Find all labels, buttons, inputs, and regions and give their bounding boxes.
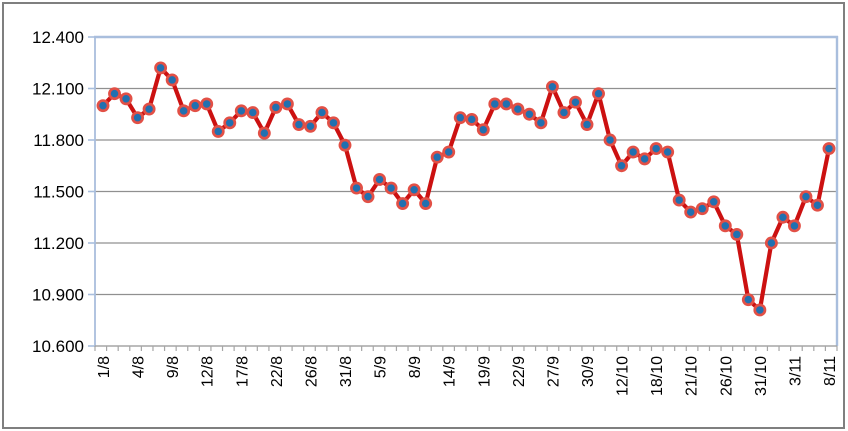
data-point-marker — [707, 195, 721, 209]
data-point-marker — [384, 181, 398, 195]
data-point-marker — [753, 303, 767, 317]
data-point-marker — [580, 118, 594, 132]
data-point-marker — [154, 61, 168, 75]
data-point-marker — [165, 73, 179, 87]
data-point-marker — [592, 87, 605, 101]
x-axis-tick-label: 27/9 — [545, 356, 562, 387]
data-point-marker — [764, 236, 778, 250]
x-axis-tick-label: 26/10 — [718, 356, 735, 396]
x-axis-tick-label: 26/8 — [303, 356, 320, 387]
data-point-marker — [534, 116, 548, 130]
x-axis-tick-label: 22/9 — [511, 356, 528, 387]
data-point-marker — [511, 102, 525, 116]
y-axis-tick-label: 11.500 — [33, 183, 84, 202]
data-point-marker — [396, 197, 410, 210]
data-point-marker — [200, 97, 214, 111]
data-point-marker — [223, 116, 237, 130]
y-axis-tick-label: 10.600 — [32, 337, 84, 356]
data-point-marker — [280, 97, 294, 111]
x-axis-tick-label: 3/11 — [787, 356, 804, 386]
data-point-marker — [787, 219, 801, 233]
y-axis-tick-label: 10.900 — [32, 286, 84, 305]
x-axis-tick-label: 14/9 — [442, 356, 459, 387]
data-point-marker — [638, 152, 652, 166]
x-axis-tick-label: 22/8 — [269, 356, 286, 387]
x-axis-tick-label: 31/10 — [753, 356, 770, 396]
data-point-marker — [327, 116, 340, 130]
data-point-marker — [799, 190, 813, 204]
data-point-marker — [811, 198, 824, 212]
data-point-marker — [108, 87, 121, 101]
data-point-marker — [488, 97, 502, 111]
data-point-marker — [499, 97, 513, 111]
x-axis-tick-label: 9/8 — [165, 356, 182, 378]
data-point-marker — [672, 193, 686, 207]
x-axis-tick-label: 12/8 — [200, 356, 217, 387]
data-point-marker — [615, 159, 629, 173]
data-point-marker — [96, 99, 110, 113]
data-point-marker — [234, 104, 248, 118]
data-point-marker — [373, 173, 387, 186]
x-axis-tick-label: 30/9 — [580, 356, 597, 387]
data-point-marker — [603, 133, 617, 147]
data-point-marker — [649, 142, 663, 156]
data-point-marker — [269, 100, 283, 114]
data-point-marker — [350, 181, 363, 195]
data-point-marker — [822, 142, 836, 156]
y-axis-tick-label: 12.400 — [32, 28, 84, 47]
x-axis-tick-label: 12/10 — [615, 356, 632, 396]
x-axis-tick-label: 18/10 — [649, 356, 666, 396]
x-axis-tick-label: 31/8 — [338, 356, 355, 387]
data-point-marker — [430, 150, 444, 164]
data-point-marker — [361, 190, 375, 204]
data-point-marker — [453, 111, 467, 125]
x-axis-tick-label: 5/9 — [373, 356, 390, 378]
y-axis-tick-label: 12.100 — [32, 80, 84, 99]
data-point-marker — [292, 118, 306, 132]
x-axis-tick-label: 17/8 — [234, 356, 251, 387]
x-axis-tick-label: 21/10 — [684, 356, 701, 396]
data-point-marker — [465, 112, 479, 126]
data-point-marker — [303, 119, 317, 133]
data-point-marker — [776, 210, 790, 224]
data-point-marker — [684, 205, 698, 219]
data-point-marker — [338, 138, 352, 152]
x-axis-tick-label: 8/9 — [407, 356, 424, 378]
data-point-marker — [131, 111, 145, 125]
data-point-marker — [177, 104, 191, 118]
data-point-marker — [741, 293, 755, 307]
data-point-marker — [626, 145, 640, 159]
data-point-marker — [142, 102, 156, 116]
x-axis-tick-label: 8/11 — [822, 356, 839, 386]
data-point-marker — [730, 227, 744, 241]
data-point-marker — [545, 80, 559, 94]
data-point-marker — [718, 219, 732, 233]
data-point-marker — [442, 145, 456, 159]
data-point-marker — [419, 197, 433, 210]
data-point-marker — [188, 99, 202, 113]
y-axis-tick-label: 11.800 — [33, 131, 84, 150]
x-axis-tick-label: 4/8 — [131, 356, 148, 378]
data-point-marker — [661, 145, 675, 159]
data-point-marker — [522, 107, 536, 121]
x-axis-tick-label: 1/8 — [96, 356, 113, 378]
data-point-marker — [476, 123, 490, 137]
data-point-marker — [257, 126, 271, 140]
data-point-marker — [119, 92, 133, 106]
y-axis-tick-label: 11.200 — [33, 234, 84, 253]
x-axis-tick-label: 19/9 — [476, 356, 493, 387]
data-point-marker — [315, 106, 329, 119]
data-point-marker — [211, 124, 225, 138]
data-point-marker — [695, 202, 709, 216]
data-point-marker — [246, 106, 260, 119]
data-point-marker — [407, 183, 421, 197]
data-point-marker — [569, 95, 582, 109]
data-point-marker — [557, 106, 571, 119]
